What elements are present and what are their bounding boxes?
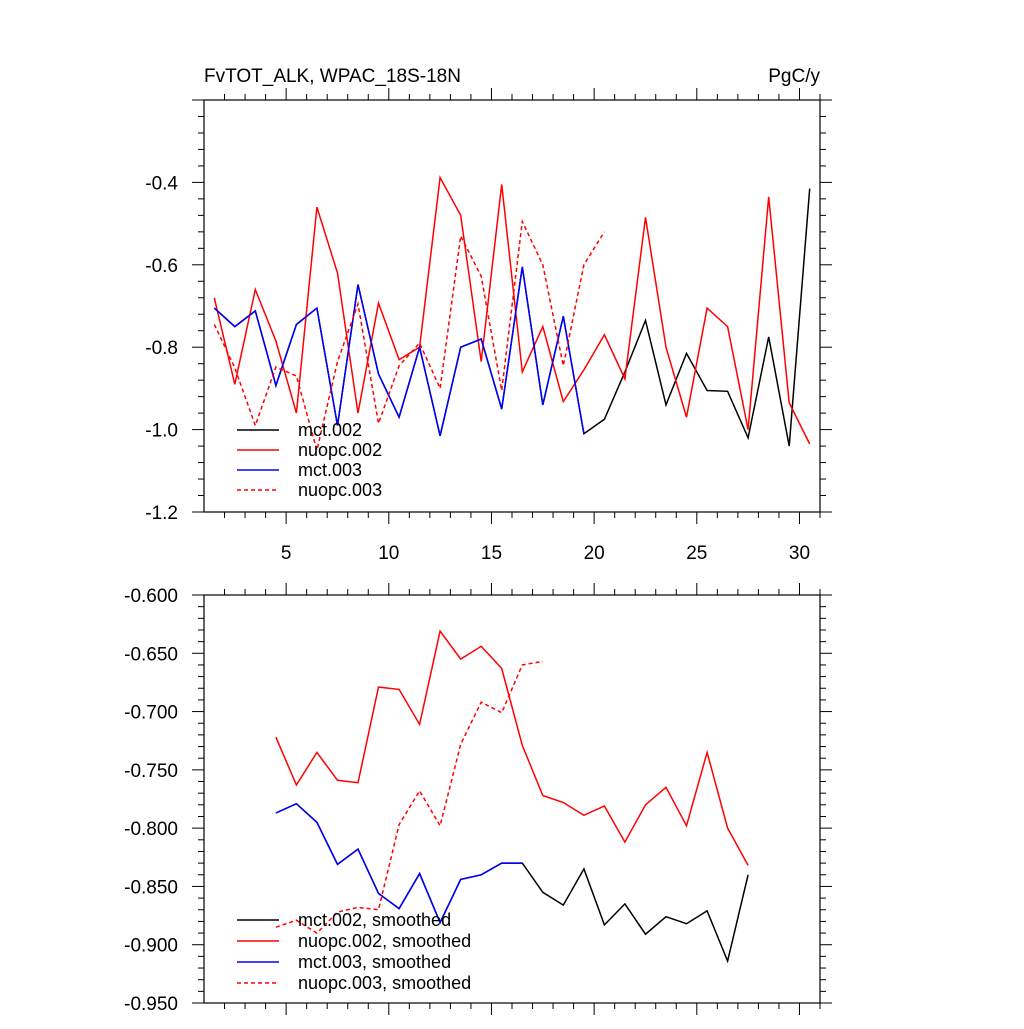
legend-label: mct.002, smoothed — [298, 910, 451, 930]
legend-label: nuopc.002 — [298, 440, 382, 460]
series-lines — [213, 175, 811, 451]
series-line — [213, 266, 585, 436]
x-tick-label: 15 — [481, 543, 502, 564]
plot-frame — [203, 594, 821, 1004]
legend-label: mct.003, smoothed — [298, 952, 451, 972]
series-line — [213, 188, 811, 447]
chart-units: PgC/y — [768, 66, 820, 87]
y-tick-label: -0.4 — [145, 173, 178, 194]
y-tick-label: -0.700 — [124, 703, 178, 724]
y-tick-labels: -1.2 -1.0 -0.8 -0.6 -0.4 — [145, 173, 178, 524]
y-tick-label: -0.900 — [124, 936, 178, 957]
axis-ticks — [192, 88, 832, 524]
series-line — [275, 802, 523, 925]
legend-label: nuopc.003 — [298, 480, 382, 500]
bottom-panel: -0.950 -0.900 -0.850 -0.800 -0.750 -0.70… — [124, 583, 832, 1015]
y-tick-label: -1.2 — [145, 503, 178, 524]
y-tick-label: -0.750 — [124, 761, 178, 782]
x-tick-label: 20 — [584, 543, 605, 564]
y-tick-label: -0.600 — [124, 586, 178, 607]
x-tick-label: 10 — [378, 543, 399, 564]
legend-label: mct.002 — [298, 420, 362, 440]
y-tick-label: -0.950 — [124, 994, 178, 1015]
chart-title: FvTOT_ALK, WPAC_18S-18N — [204, 66, 461, 87]
y-tick-labels: -0.950 -0.900 -0.850 -0.800 -0.750 -0.70… — [124, 586, 178, 1015]
legend-label: nuopc.002, smoothed — [298, 931, 471, 951]
series-line — [275, 629, 749, 866]
y-tick-label: -0.6 — [145, 256, 178, 277]
series-line — [213, 175, 811, 445]
y-tick-label: -0.850 — [124, 877, 178, 898]
top-panel: FvTOT_ALK, WPAC_18S-18N PgC/y -1.2 -1.0 … — [145, 66, 832, 564]
series-lines — [275, 629, 749, 964]
legend: mct.002, smoothed nuopc.002, smoothed mc… — [237, 910, 471, 993]
x-tick-label: 30 — [789, 543, 810, 564]
x-tick-label: 5 — [281, 543, 292, 564]
y-tick-label: -0.800 — [124, 819, 178, 840]
x-tick-label: 25 — [686, 543, 707, 564]
legend: mct.002 nuopc.002 mct.003 nuopc.003 — [237, 420, 382, 500]
series-line — [275, 660, 543, 935]
axis-ticks — [192, 583, 832, 1015]
legend-label: mct.003 — [298, 460, 362, 480]
y-tick-label: -0.8 — [145, 338, 178, 359]
legend-label: nuopc.003, smoothed — [298, 973, 471, 993]
y-tick-label: -1.0 — [145, 421, 178, 442]
x-tick-labels: 5 10 15 20 25 30 — [281, 543, 810, 564]
y-tick-label: -0.650 — [124, 644, 178, 665]
